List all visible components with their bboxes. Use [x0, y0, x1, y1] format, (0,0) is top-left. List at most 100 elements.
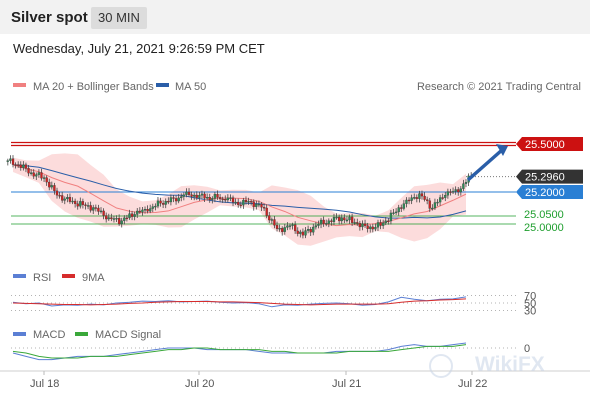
candle-body — [190, 194, 193, 197]
candle-body — [312, 226, 315, 233]
candle-body — [387, 220, 390, 223]
candle-body — [317, 224, 320, 226]
candle-body — [17, 164, 20, 166]
chart-header: Silver spot 30 MIN — [0, 0, 590, 34]
candle-body — [167, 200, 170, 203]
candle-body — [99, 210, 103, 213]
candle-body — [185, 191, 188, 195]
macd-panel: 0 — [11, 342, 530, 361]
candle-body — [441, 197, 444, 199]
candle-body — [363, 223, 367, 226]
candle-body — [159, 200, 162, 204]
candle-body — [249, 201, 253, 203]
candle-body — [283, 227, 286, 232]
support-level-25-0000-tag: 25.0000 — [524, 222, 564, 234]
rsi-ma-line — [12, 298, 467, 306]
candle-body — [428, 200, 431, 209]
candle-body — [231, 197, 235, 203]
candle-body — [125, 217, 129, 220]
candle-body — [79, 201, 82, 207]
candle-body — [294, 224, 297, 232]
candle-body — [239, 204, 242, 206]
candle-body — [449, 191, 452, 193]
candle-body — [400, 207, 403, 209]
candle-body — [361, 223, 364, 228]
projection-arrow-shaft — [466, 148, 504, 182]
candle-body — [301, 231, 305, 236]
candle-body — [193, 194, 196, 197]
candle-body — [366, 225, 369, 229]
candle-body — [203, 193, 206, 199]
candle-body — [402, 203, 406, 209]
candle-body — [237, 201, 240, 205]
candle-body — [84, 204, 87, 206]
projection-arrow-head-icon — [496, 144, 508, 156]
rsi-ref-label-50: 50 — [524, 298, 536, 310]
x-tick-label: Jul 21 — [332, 378, 361, 390]
candle-body — [143, 209, 147, 211]
candle-body — [224, 198, 227, 201]
x-tick-label: Jul 18 — [30, 378, 59, 390]
candle-body — [446, 191, 450, 196]
candle-body — [130, 213, 134, 217]
candle-body — [374, 227, 377, 230]
candle-body — [141, 209, 144, 213]
candle-body — [345, 219, 349, 222]
copyright-text: Research © 2021 Trading Central — [417, 81, 581, 93]
candle-body — [180, 196, 183, 199]
candle-body — [195, 194, 198, 198]
candle-body — [187, 191, 191, 195]
candle-body — [304, 230, 307, 236]
timeframe-badge[interactable]: 30 MIN — [91, 7, 147, 29]
candle-body — [24, 164, 28, 169]
candle-body — [102, 210, 105, 216]
candle-body — [286, 225, 289, 228]
current-price-25-2960-tag: 25.2960 — [525, 172, 565, 184]
timestamp: Wednesday, July 21, 2021 9:26:59 PM CET — [13, 41, 265, 56]
candle-body — [340, 217, 343, 222]
candle-body — [325, 223, 328, 225]
candle-body — [89, 205, 92, 211]
candle-body — [63, 198, 66, 201]
instrument-title: Silver spot — [11, 9, 88, 26]
candle-body — [457, 189, 460, 193]
candle-body — [327, 220, 330, 224]
watermark-text: WikiFX — [475, 353, 545, 376]
candle-body — [105, 215, 108, 220]
candle-body — [146, 209, 149, 212]
rsi-ma-legend-swatch — [62, 274, 75, 278]
candle-body — [322, 219, 325, 224]
candle-body — [107, 217, 110, 220]
candle-body — [55, 190, 59, 196]
candle-body — [299, 231, 302, 234]
candle-body — [53, 185, 56, 192]
candle-body — [309, 229, 312, 233]
candle-body — [462, 183, 465, 189]
support-level-25-0500-tag: 25.0500 — [524, 209, 564, 221]
candle-body — [92, 207, 95, 211]
candle-body — [330, 220, 333, 222]
candle-body — [81, 201, 85, 205]
macd-signal-legend-label: MACD Signal — [95, 329, 161, 341]
candle-body — [213, 194, 217, 199]
resistance-level-25-5000-tag-bg — [516, 137, 583, 151]
candle-body — [68, 197, 72, 202]
candle-body — [211, 198, 214, 200]
rsi-line — [12, 296, 467, 308]
candle-body — [174, 198, 178, 202]
candle-body — [123, 217, 126, 221]
candle-body — [288, 225, 292, 227]
candle-body — [384, 220, 387, 224]
candle-body — [270, 219, 274, 221]
candle-body — [407, 199, 411, 202]
macd-signal-line — [12, 344, 467, 359]
candle-body — [58, 195, 61, 197]
candle-body — [444, 195, 447, 198]
candle-body — [218, 197, 222, 200]
candle-body — [200, 193, 204, 196]
candle-body — [242, 199, 245, 206]
candle-body — [376, 222, 380, 228]
candle-body — [177, 197, 180, 202]
